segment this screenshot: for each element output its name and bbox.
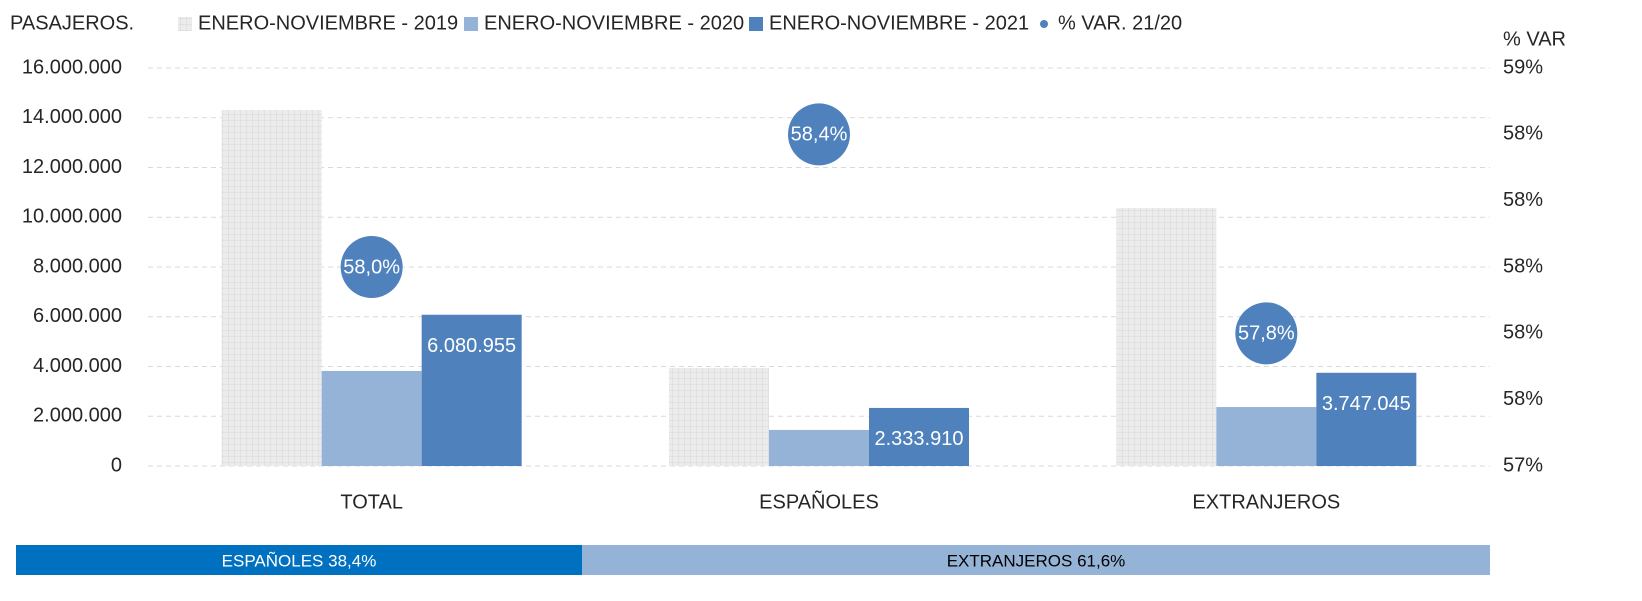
share-label: EXTRANJEROS 61,6% — [947, 551, 1126, 570]
bar — [669, 367, 769, 466]
y2-tick-label: 58% — [1503, 388, 1543, 410]
legend-label: % VAR. 21/20 — [1058, 12, 1182, 34]
y-tick-label: 6.000.000 — [33, 305, 122, 327]
bar — [421, 314, 522, 466]
bar — [221, 110, 322, 466]
bar — [1216, 407, 1317, 466]
data-label: 3.747.045 — [1322, 393, 1411, 415]
bubble — [788, 103, 850, 166]
bubble — [340, 236, 403, 298]
share-segment — [16, 545, 583, 575]
x-tick-label: EXTRANJEROS — [1192, 491, 1340, 513]
y-tick-label: 16.000.000 — [22, 56, 122, 78]
y2-tick-label: 58% — [1503, 189, 1543, 211]
bar — [1316, 372, 1417, 466]
y2-axis-label: % VAR — [1503, 28, 1566, 50]
data-label: 58,0% — [343, 256, 400, 278]
legend-swatch — [1040, 20, 1048, 28]
y-tick-label: 12.000.000 — [22, 156, 122, 178]
y-tick-label: 2.000.000 — [33, 405, 122, 427]
y-tick-label: 0 — [111, 454, 122, 476]
data-label: 58,4% — [791, 124, 848, 146]
data-label: 6.080.955 — [427, 335, 516, 357]
share-label: ESPAÑOLES 38,4% — [222, 551, 377, 570]
bar — [869, 407, 969, 466]
x-tick-label: TOTAL — [340, 491, 403, 513]
legend-label: ENERO-NOVIEMBRE - 2019 — [198, 12, 458, 34]
x-tick-label: ESPAÑOLES — [759, 489, 879, 513]
y-tick-label: 10.000.000 — [22, 206, 122, 228]
legend-label: ENERO-NOVIEMBRE - 2021 — [769, 12, 1029, 34]
y-tick-label: 14.000.000 — [22, 106, 122, 128]
bar — [1116, 208, 1217, 466]
y2-tick-label: 58% — [1503, 255, 1543, 277]
legend-swatch — [749, 17, 763, 31]
share-segment — [582, 545, 1490, 575]
legend-swatch — [464, 17, 478, 31]
y-axis-label: PASAJEROS. — [10, 12, 134, 34]
legend-swatch — [178, 17, 192, 31]
bubble — [1235, 302, 1298, 365]
y2-tick-label: 58% — [1503, 322, 1543, 344]
legend-label: ENERO-NOVIEMBRE - 2020 — [484, 12, 744, 34]
bar — [769, 429, 869, 466]
data-label: 57,8% — [1238, 323, 1295, 345]
y2-tick-label: 58% — [1503, 123, 1543, 145]
bar — [321, 370, 422, 466]
y2-tick-label: 59% — [1503, 56, 1543, 78]
y2-tick-label: 57% — [1503, 454, 1543, 476]
y-tick-label: 8.000.000 — [33, 255, 122, 277]
data-label: 2.333.910 — [875, 428, 964, 450]
y-tick-label: 4.000.000 — [33, 355, 122, 377]
